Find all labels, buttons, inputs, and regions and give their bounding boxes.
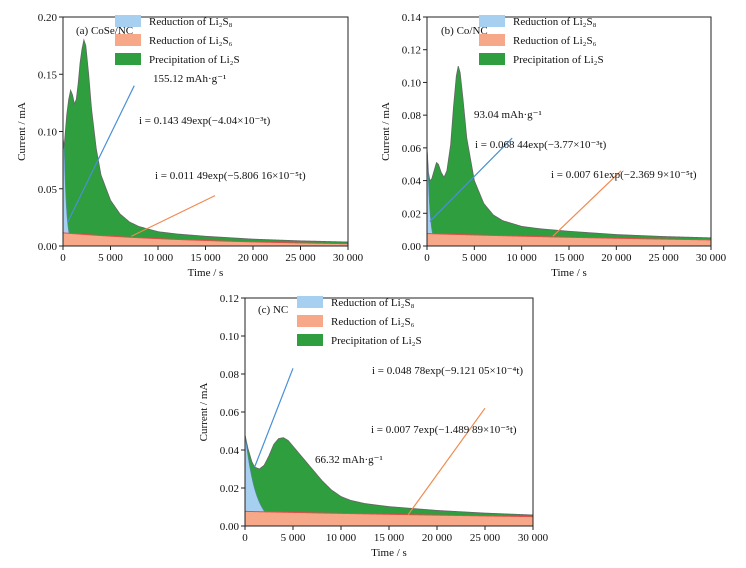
li2s6-fit-leader (552, 170, 622, 237)
y-axis-label: Current / mA (198, 383, 210, 442)
legend: Reduction of Li₂S₈ Reduction of Li₂S₆ Prec… (479, 15, 604, 66)
y-axis-label: Current / mA (16, 102, 28, 161)
x-tick-label: 25 000 (285, 252, 316, 264)
x-tick-label: 15 000 (554, 252, 585, 264)
y-tick-label: 0.02 (402, 208, 421, 220)
legend-li2s-label: Precipitation of Li₂S (513, 54, 604, 66)
chart-panel-1: 0 5 000 10 000 15 000 20 000 25 000 30 000 0.00… (16, 12, 364, 279)
x-tick-label: 10 000 (326, 532, 357, 544)
capacity-label: 66.32 mAh·g⁻¹ (315, 454, 383, 466)
li2s8-fit-equation: i = 0.068 44exp(−3.77×10⁻³t) (475, 139, 607, 151)
li2s6-reduction-edge (62, 232, 349, 245)
y-tick-label: 0.15 (38, 69, 58, 81)
y-tick-label: 0.06 (402, 143, 422, 155)
li2s6-fit-equation: i = 0.011 49exp(−5.806 16×10⁻⁵t) (155, 170, 306, 182)
x-tick-label: 0 (60, 252, 66, 264)
capacity-label: 155.12 mAh·g⁻¹ (153, 73, 226, 85)
li2s6-reduction-area (427, 233, 711, 246)
legend-li2s-label: Precipitation of Li₂S (331, 335, 422, 347)
x-tick-label: 30 000 (696, 252, 727, 264)
y-tick-label: 0.14 (402, 12, 422, 24)
y-tick-label: 0.04 (220, 445, 240, 457)
x-tick-label: 20 000 (601, 252, 632, 264)
x-tick-label: 5 000 (462, 252, 487, 264)
y-tick-label: 0.12 (220, 293, 239, 305)
panel-title: (c) NC (258, 304, 288, 316)
legend: Reduction of Li₂S₈ Reduction of Li₂S₆ Prec… (297, 296, 422, 347)
y-tick-label: 0.08 (402, 110, 422, 122)
x-axis-label: Time / s (371, 547, 407, 559)
li2s6-fit-equation: i = 0.007 7exp(−1.489 89×10⁻⁵t) (371, 424, 517, 436)
y-tick-label: 0.02 (220, 483, 239, 495)
x-tick-label: 20 000 (422, 532, 453, 544)
li2s6-fit-leader (131, 195, 216, 237)
li2s8-fit-equation: i = 0.143 49exp(−4.04×10⁻³t) (139, 115, 271, 127)
y-tick-label: 0.04 (402, 176, 422, 188)
x-axis-label: Time / s (551, 267, 587, 279)
legend-li2s-label: Precipitation of Li₂S (149, 54, 240, 66)
legend-li2s8-label: Reduction of Li₂S₈ (331, 297, 415, 309)
chart-panel-3: 0 5 000 10 000 15 000 20 000 25 000 30 000 0.00… (198, 293, 549, 559)
x-tick-label: 25 000 (470, 532, 501, 544)
legend-li2s6-swatch (297, 315, 323, 327)
y-tick-label: 0.10 (38, 127, 58, 139)
legend-li2s-swatch (479, 53, 505, 65)
li2s6-fit-leader (407, 407, 486, 515)
li2s8-fit-leader (254, 368, 294, 468)
y-axis-label: Current / mA (380, 102, 392, 161)
x-tick-label: 15 000 (190, 252, 221, 264)
y-tick-label: 0.00 (220, 521, 240, 533)
y-tick-label: 0.08 (220, 369, 240, 381)
legend-li2s8-swatch (479, 15, 505, 27)
legend-li2s6-label: Reduction of Li₂S₆ (331, 316, 415, 328)
li2s6-reduction-edge (244, 510, 533, 518)
panel-title: (b) Co/NC (441, 25, 488, 37)
x-tick-label: 15 000 (374, 532, 405, 544)
legend: Reduction of Li₂S₈ Reduction of Li₂S₆ Prec… (115, 15, 240, 66)
x-tick-label: 5 000 (98, 252, 123, 264)
y-tick-label: 0.12 (402, 45, 421, 57)
legend-li2s-swatch (297, 334, 323, 346)
x-tick-label: 0 (242, 532, 248, 544)
x-tick-label: 10 000 (507, 252, 538, 264)
legend-li2s6-swatch (115, 34, 141, 46)
y-tick-label: 0.05 (38, 184, 58, 196)
x-tick-label: 30 000 (518, 532, 549, 544)
x-tick-label: 5 000 (281, 532, 306, 544)
legend-li2s8-label: Reduction of Li₂S₈ (513, 16, 597, 28)
legend-li2s-swatch (115, 53, 141, 65)
chart-panel-2: 0 5 000 10 000 15 000 20 000 25 000 30 000 0.00… (380, 12, 727, 279)
legend-li2s6-label: Reduction of Li₂S₆ (149, 35, 233, 47)
x-axis-label: Time / s (188, 267, 224, 279)
legend-li2s6-swatch (479, 34, 505, 46)
legend-li2s8-swatch (115, 15, 141, 27)
capacity-label: 93.04 mAh·g⁻¹ (474, 109, 542, 121)
y-tick-label: 0.00 (402, 241, 422, 253)
y-tick-label: 0.10 (220, 331, 240, 343)
y-tick-label: 0.10 (402, 77, 422, 89)
y-tick-label: 0.00 (38, 241, 58, 253)
li2s8-fit-leader (67, 85, 135, 223)
x-tick-label: 30 000 (333, 252, 364, 264)
legend-li2s8-swatch (297, 296, 323, 308)
li2s6-fit-equation: i = 0.007 61exp(−2.369 9×10⁻⁵t) (551, 169, 697, 181)
li2s6-reduction-area (245, 511, 533, 526)
y-tick-label: 0.06 (220, 407, 240, 419)
legend-li2s6-label: Reduction of Li₂S₆ (513, 35, 597, 47)
li2s6-reduction-edge (426, 233, 712, 241)
x-tick-label: 10 000 (143, 252, 174, 264)
y-tick-label: 0.20 (38, 12, 58, 24)
li2s-precipitation-area (426, 65, 712, 247)
legend-li2s8-label: Reduction of Li₂S₈ (149, 16, 233, 28)
x-tick-label: 0 (424, 252, 430, 264)
x-tick-label: 20 000 (238, 252, 269, 264)
x-tick-label: 25 000 (649, 252, 680, 264)
li2s8-fit-leader (429, 137, 513, 222)
li2s8-fit-equation: i = 0.048 78exp(−9.121 05×10⁻⁴t) (372, 365, 523, 377)
